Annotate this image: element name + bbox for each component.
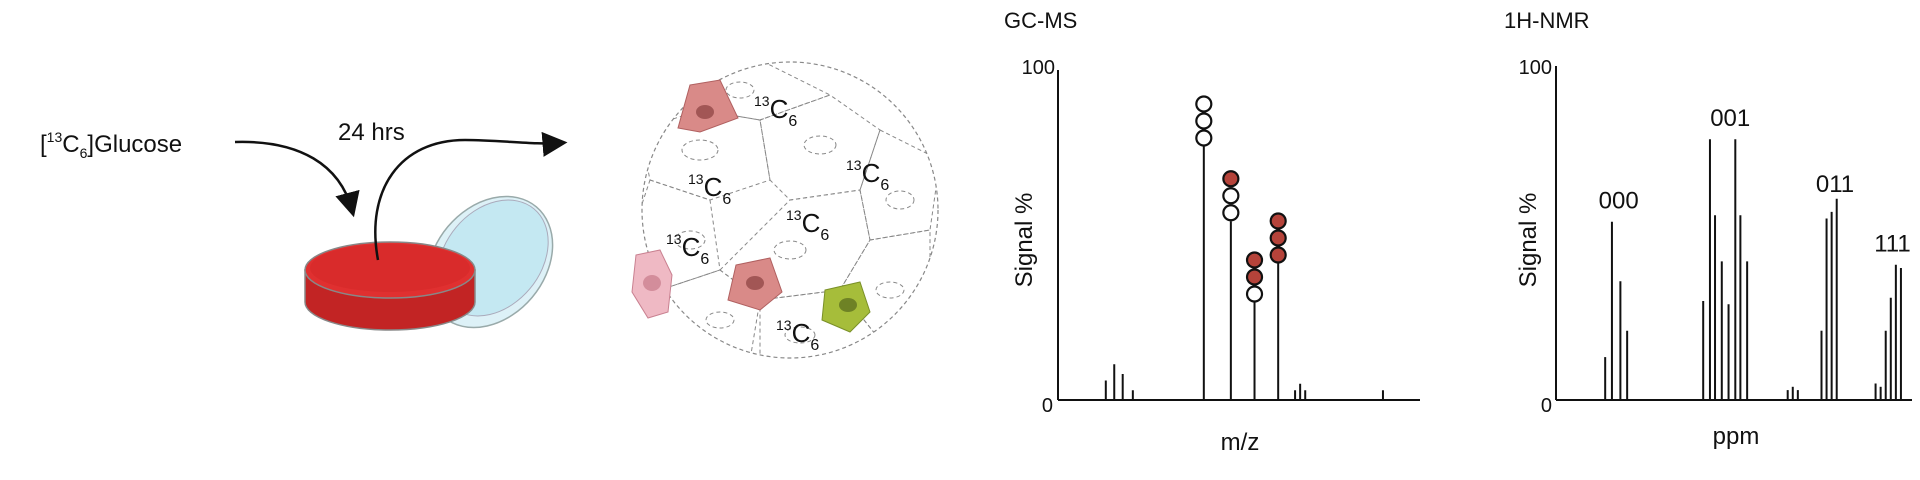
nmr-group-label: 000: [1599, 188, 1639, 215]
gcms-y-axis-label: Signal %: [1011, 193, 1038, 288]
cell-isotope-label-4: 13C6: [786, 207, 829, 244]
unlabeled-carbon-marker: [1222, 187, 1240, 205]
glucose-label: [13C6]Glucose: [40, 129, 182, 161]
unlabeled-carbon-marker: [1195, 95, 1213, 113]
nmr-chart: 1H-NMR 100 0 Signal % ppm 000 001 011 111: [1504, 8, 1912, 450]
nmr-x-axis-label: ppm: [1713, 423, 1760, 450]
nmr-group-labels: 000 001 011 111: [1599, 105, 1911, 257]
cell-isotope-label-3: 13C6: [846, 157, 889, 194]
gcms-y-tick-top: 100: [1022, 57, 1055, 79]
cell-isotope-label-6: 13C6: [776, 317, 819, 354]
nmr-chart-title: 1H-NMR: [1504, 8, 1590, 33]
cell-isotope-label-1: 13C6: [754, 93, 797, 130]
cell-isotope-label-2: 13C6: [688, 171, 731, 208]
labeled-carbon-marker: [1269, 212, 1287, 230]
labeled-carbon-marker: [1269, 229, 1287, 247]
labeled-carbon-marker: [1222, 170, 1240, 188]
nmr-group-label: 011: [1816, 171, 1854, 198]
cell-population: 13C6 13C6 13C6 13C6 13C6 13C6: [631, 61, 939, 359]
unlabeled-carbon-marker: [1222, 204, 1240, 222]
isotope-element: C: [62, 131, 79, 158]
nmr-y-tick-bottom: 0: [1541, 395, 1552, 417]
dish-to-cells-arrow: [374, 131, 568, 261]
glucose-to-dish-arrow: [234, 140, 360, 218]
gcms-peaks: [1104, 95, 1384, 400]
labeled-carbon-marker: [1269, 246, 1287, 264]
gcms-y-tick-bottom: 0: [1042, 395, 1053, 417]
duration-label: 24 hrs: [338, 119, 405, 146]
nmr-group-label: 111: [1874, 231, 1910, 258]
gcms-chart: GC-MS 100 0 Signal % m/z: [1004, 8, 1420, 456]
petri-dish: [304, 241, 476, 331]
gcms-x-axis-label: m/z: [1221, 429, 1260, 456]
gcms-chart-title: GC-MS: [1004, 8, 1077, 33]
nmr-group-label: 001: [1710, 105, 1750, 132]
unlabeled-carbon-marker: [1195, 129, 1213, 147]
unlabeled-carbon-marker: [1245, 285, 1264, 303]
labeled-carbon-marker: [1245, 251, 1264, 269]
cell-isotope-label-5: 13C6: [666, 231, 709, 268]
isotope-count: 6: [80, 145, 88, 161]
nmr-peaks: [1604, 139, 1902, 400]
isotope-mass: 13: [47, 129, 63, 145]
nmr-y-axis-label: Signal %: [1515, 193, 1542, 288]
glucose-text: Glucose: [94, 131, 182, 158]
labeled-carbon-marker: [1245, 268, 1264, 286]
unlabeled-carbon-marker: [1195, 112, 1213, 130]
nmr-y-tick-top: 100: [1519, 57, 1552, 79]
